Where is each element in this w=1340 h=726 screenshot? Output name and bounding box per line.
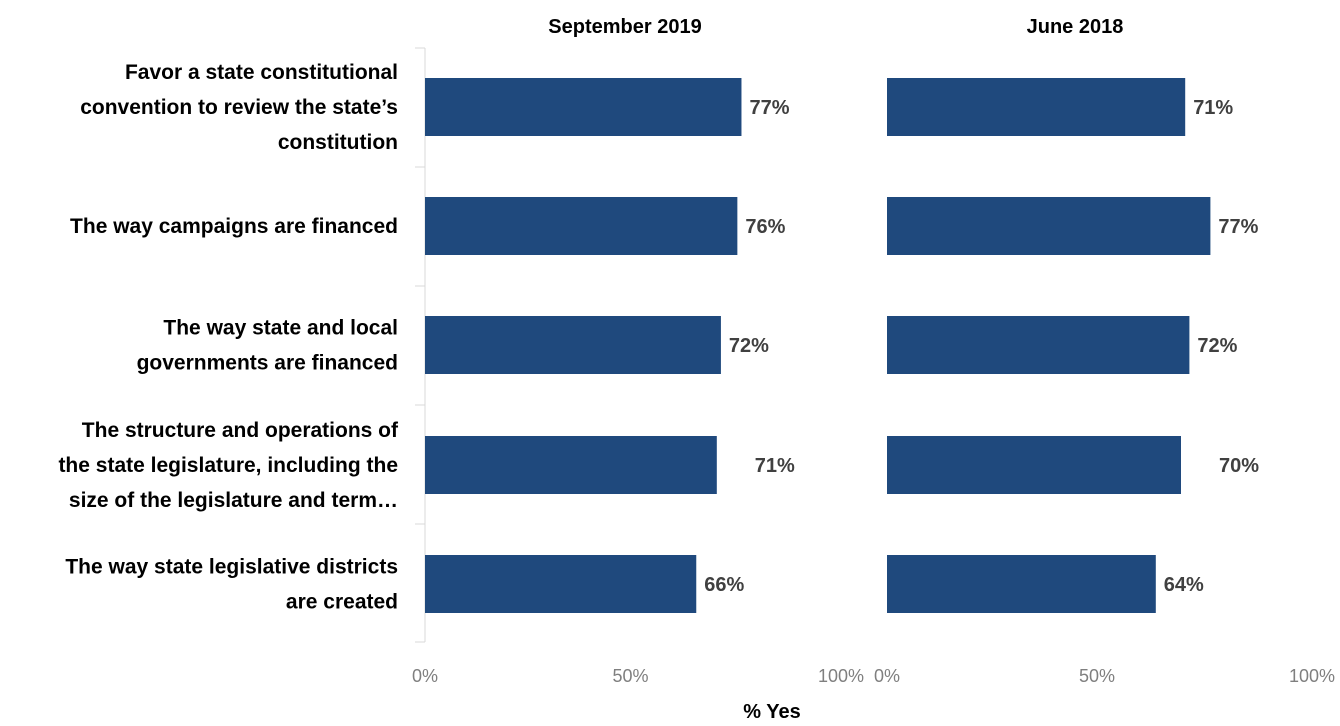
bar: [425, 78, 742, 136]
category-label: are created: [286, 591, 398, 614]
tick-label: 0%: [874, 666, 900, 686]
category-label: size of the legislature and term…: [69, 489, 398, 512]
tick-label: 50%: [1079, 666, 1115, 686]
tick-label: 0%: [412, 666, 438, 686]
category-label: governments are financed: [137, 352, 398, 375]
bar: [887, 197, 1211, 255]
data-label: 77%: [1218, 216, 1258, 238]
data-label: 72%: [1197, 335, 1237, 357]
category-label: the state legislature, including the: [58, 454, 398, 477]
panel-title: September 2019: [548, 16, 701, 38]
bar: [887, 78, 1186, 136]
category-label: constitution: [278, 131, 398, 154]
tick-label: 100%: [1289, 666, 1335, 686]
category-label: The way state and local: [163, 317, 398, 340]
bar: [425, 555, 697, 613]
category-label: convention to review the state’s: [80, 96, 398, 119]
data-label: 71%: [1193, 97, 1233, 119]
bar: [887, 436, 1181, 494]
data-label: 77%: [749, 97, 789, 119]
category-label: The way campaigns are financed: [70, 215, 398, 238]
bar: [425, 436, 717, 494]
data-label: 71%: [755, 455, 795, 477]
bar: [425, 197, 738, 255]
x-axis-title: % Yes: [743, 701, 800, 723]
panel-title: June 2018: [1027, 16, 1124, 38]
category-label: The way state legislative districts: [65, 556, 398, 579]
bar: [425, 316, 721, 374]
bar: [887, 555, 1156, 613]
data-label: 64%: [1164, 574, 1204, 596]
bar: [887, 316, 1190, 374]
data-label: 66%: [704, 574, 744, 596]
data-label: 70%: [1219, 455, 1259, 477]
tick-label: 100%: [818, 666, 864, 686]
data-label: 72%: [729, 335, 769, 357]
category-label: Favor a state constitutional: [125, 61, 398, 84]
tick-label: 50%: [612, 666, 648, 686]
data-label: 76%: [745, 216, 785, 238]
category-label: The structure and operations of: [82, 419, 399, 442]
